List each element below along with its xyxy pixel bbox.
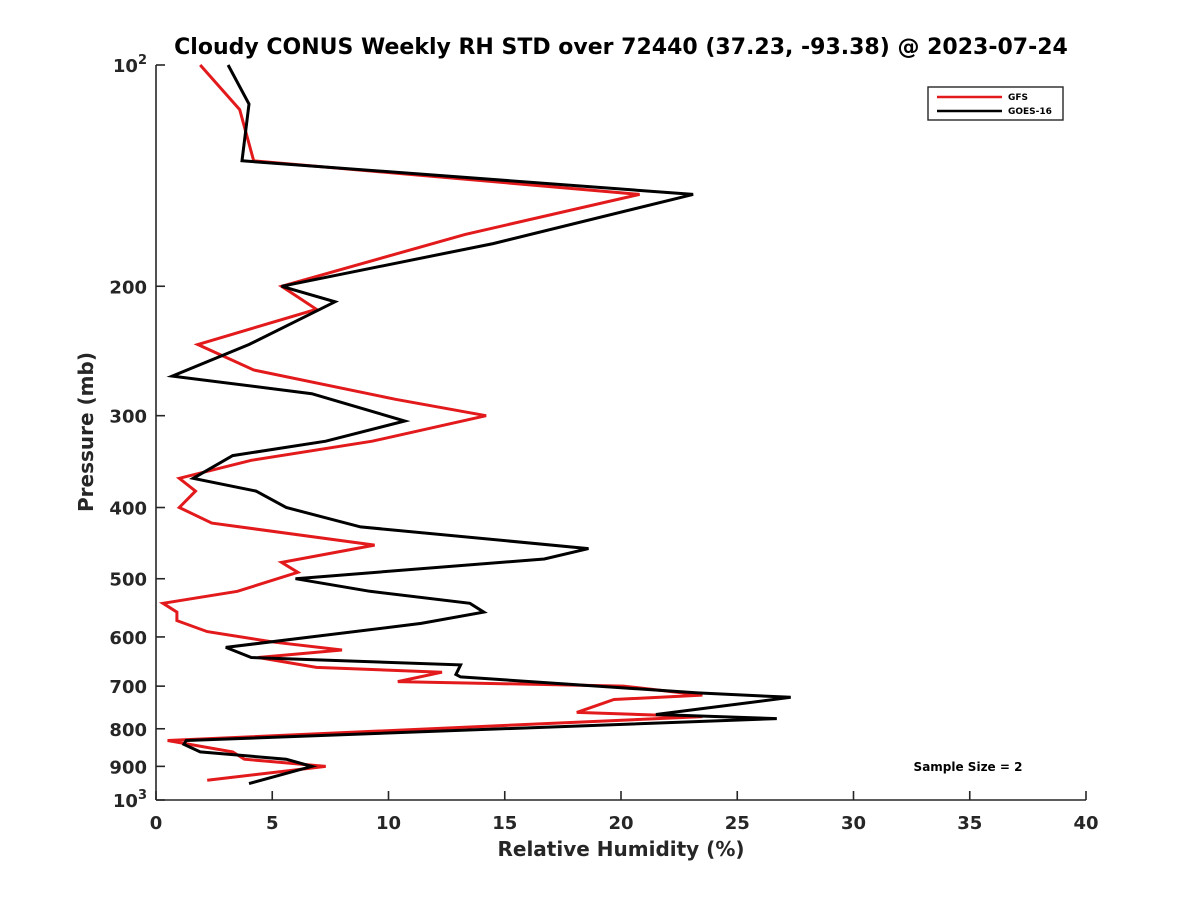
sample-size-annotation: Sample Size = 2 (914, 760, 1023, 774)
x-tick-label: 40 (1073, 813, 1098, 834)
series-line-gfs (158, 64, 703, 782)
y-tick-label: 800 (109, 720, 147, 741)
y-tick-label: 700 (109, 677, 147, 698)
x-tick-label: 15 (492, 813, 517, 834)
y-tick-label: 200 (109, 277, 147, 298)
y-axis-label: Pressure (mb) (74, 352, 98, 512)
chart-title: Cloudy CONUS Weekly RH STD over 72440 (3… (174, 35, 1068, 60)
y-tick-label: 900 (109, 757, 147, 778)
x-tick-label: 20 (608, 813, 633, 834)
x-tick-label: 5 (266, 813, 279, 834)
x-tick-label: 10 (376, 813, 401, 834)
legend-box (927, 86, 1064, 121)
legend-label-goes-16: GOES-16 (1008, 107, 1052, 117)
y-tick-label: 300 (109, 407, 147, 428)
axes (155, 65, 1086, 801)
y-tick-label: 103 (113, 788, 147, 812)
y-ticks: 102 200 300 400 500 600 700 800 900 103 (109, 53, 165, 812)
y-tick-label: 400 (109, 499, 147, 520)
x-tick-label: 0 (150, 813, 163, 834)
x-tick-label: 35 (957, 813, 982, 834)
y-tick-label: 600 (109, 628, 147, 649)
series-layer (158, 64, 791, 786)
x-axis-label: Relative Humidity (%) (497, 837, 744, 861)
series-line-goes-16 (166, 64, 791, 786)
x-tick-label: 30 (841, 813, 866, 834)
legend: GFS GOES-16 (927, 86, 1064, 121)
y-tick-label: 102 (113, 53, 147, 77)
x-tick-label: 25 (725, 813, 750, 834)
x-ticks: 0 5 10 15 20 25 30 35 40 (150, 791, 1099, 834)
y-tick-label: 500 (109, 570, 147, 591)
legend-label-gfs: GFS (1008, 93, 1028, 103)
